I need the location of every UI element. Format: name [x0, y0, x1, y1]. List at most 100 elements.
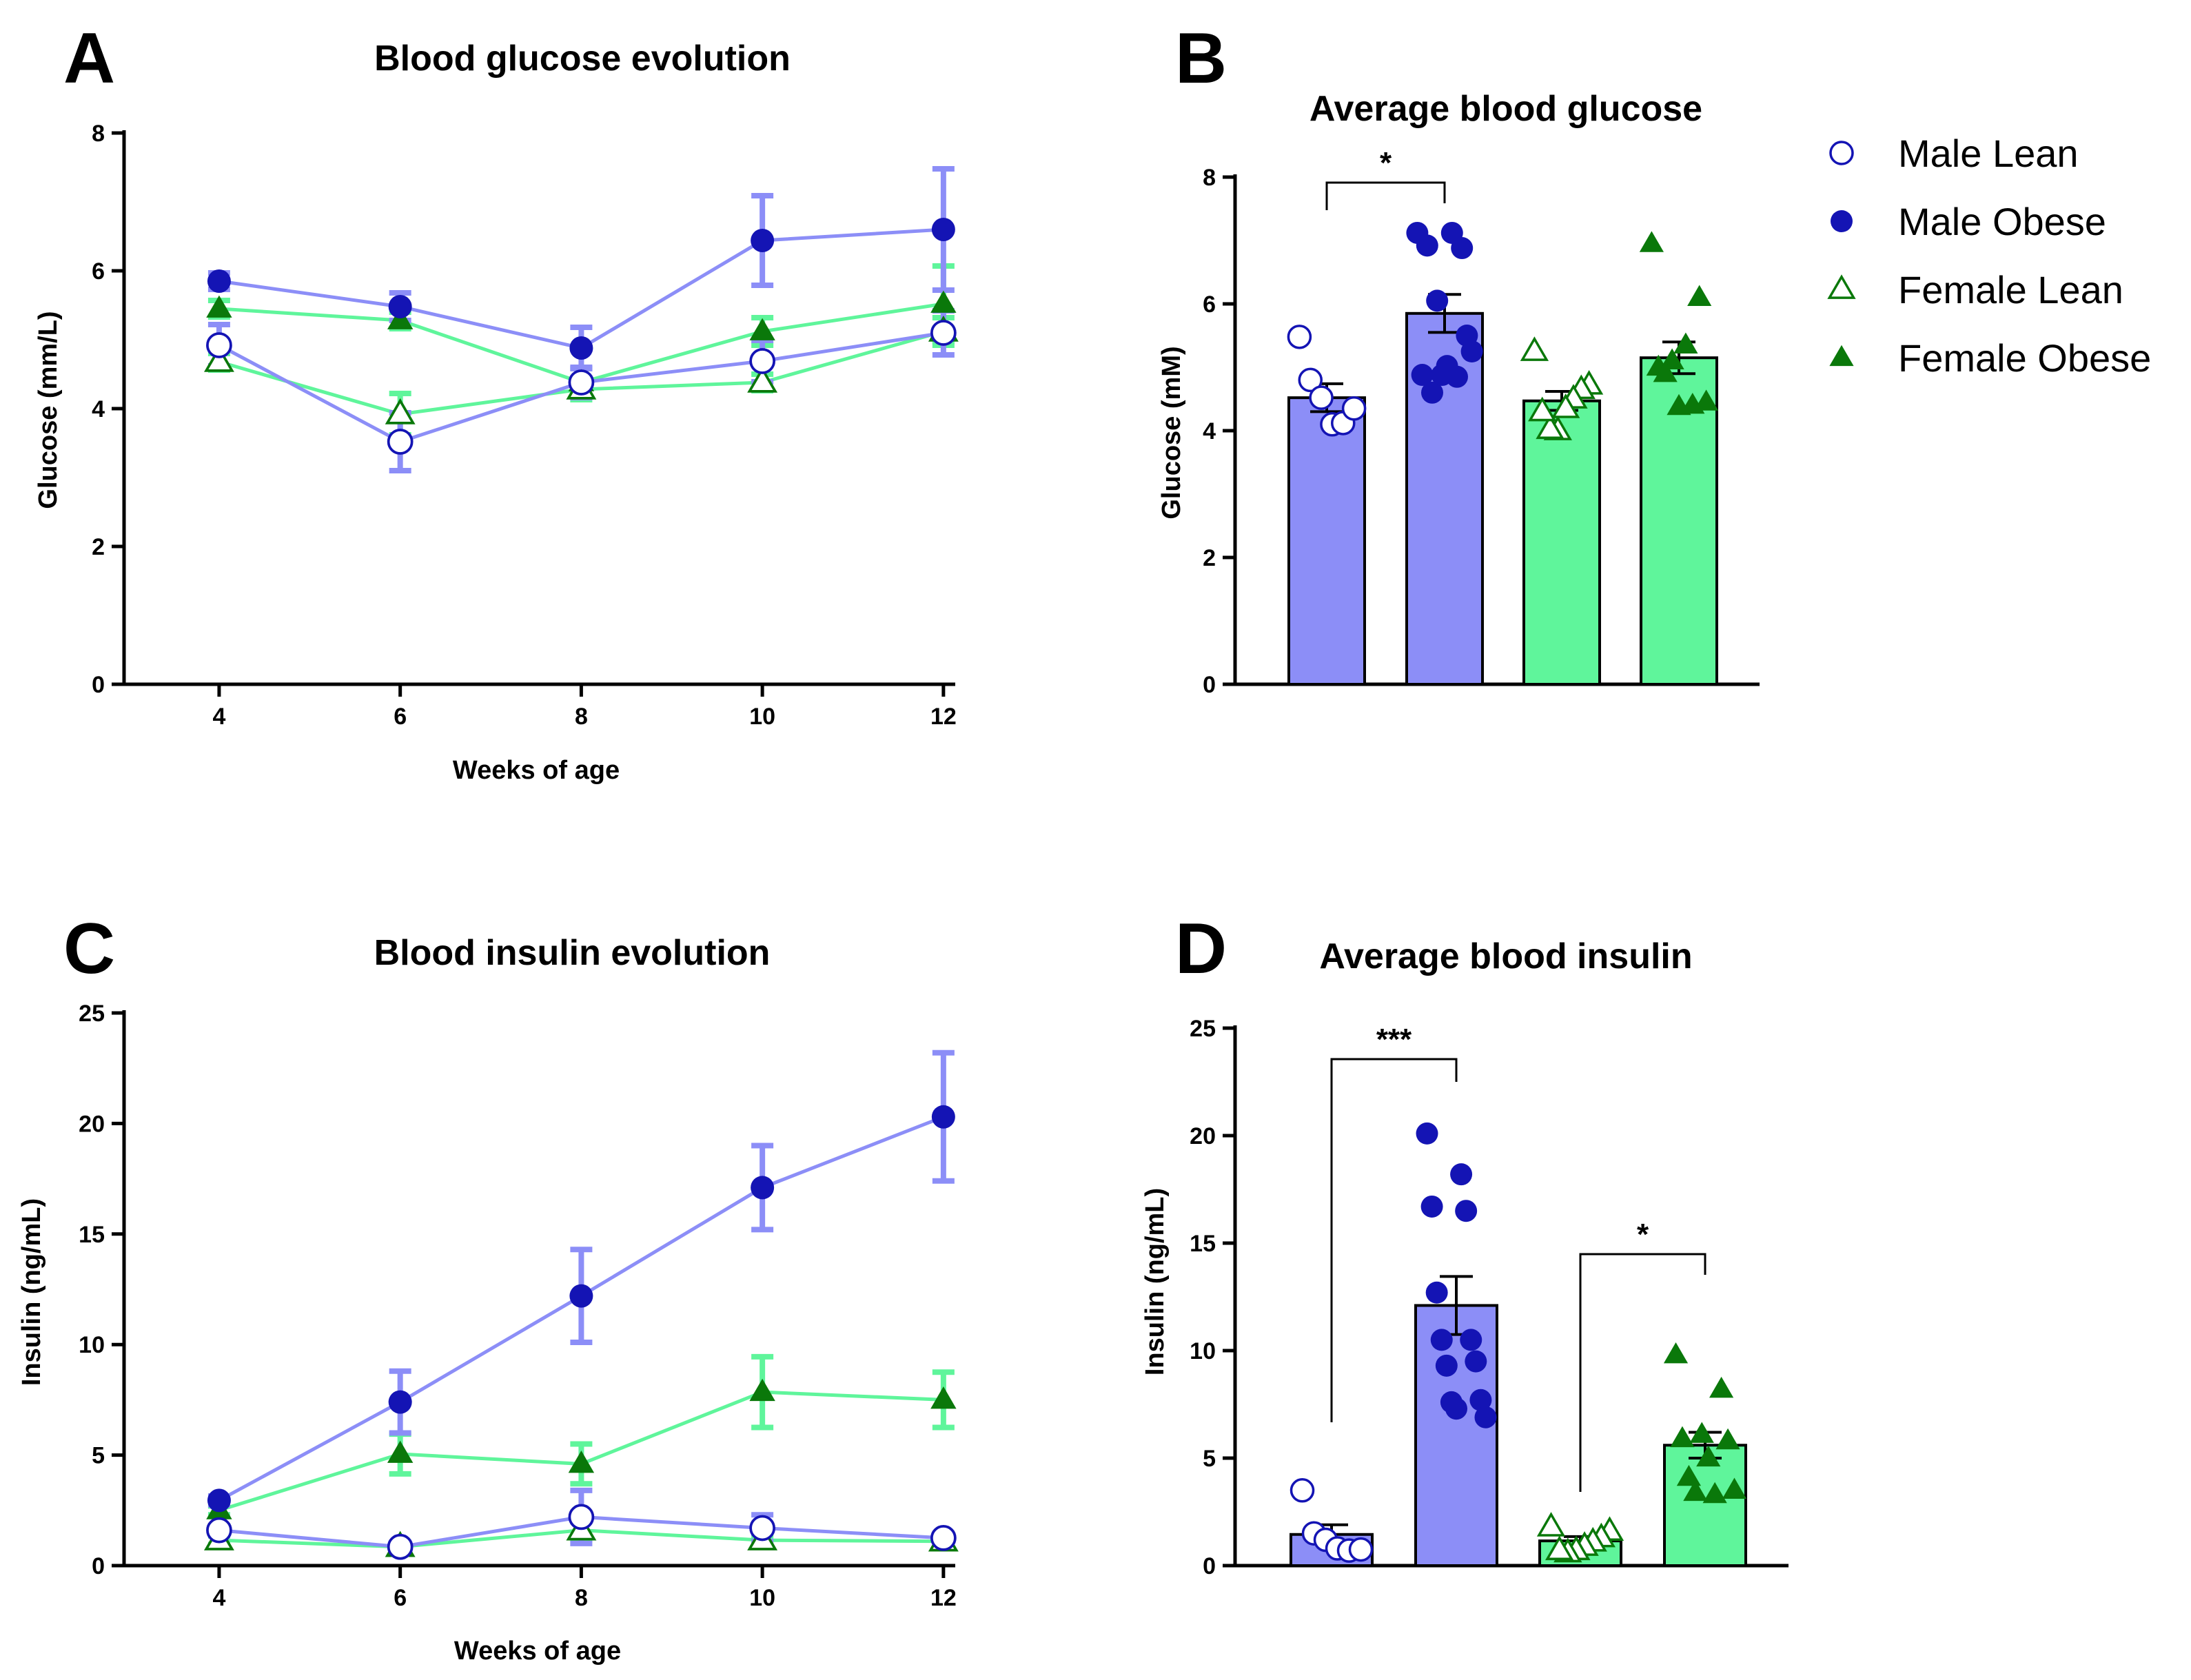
y-tick-label: 0 — [92, 1553, 105, 1579]
data-point — [749, 318, 775, 340]
legend-label: Female Obese — [1898, 336, 2151, 380]
data-point — [1663, 1342, 1689, 1364]
data-point — [207, 1488, 231, 1513]
data-point — [1673, 332, 1698, 354]
y-tick-label: 8 — [1203, 165, 1216, 191]
y-tick-label: 15 — [1190, 1231, 1216, 1257]
y-axis-label-d: Insulin (ng/mL) — [1141, 1188, 1170, 1375]
legend-marker-3 — [1827, 274, 1856, 299]
data-point — [388, 295, 412, 318]
data-point — [1426, 289, 1449, 312]
data-point — [1287, 325, 1312, 349]
data-point — [387, 1440, 414, 1463]
data-point — [1290, 1478, 1315, 1503]
data-point — [1696, 1445, 1721, 1467]
data-point — [751, 229, 775, 252]
chart-title-a: Blood glucose evolution — [374, 39, 791, 79]
legend-label: Male Lean — [1898, 132, 2079, 175]
data-point — [1420, 1195, 1443, 1218]
significance-label: *** — [1376, 1023, 1412, 1056]
data-point — [1653, 360, 1678, 382]
y-tick-label: 6 — [92, 258, 105, 285]
data-point — [1445, 1397, 1467, 1420]
y-tick-label: 25 — [79, 1001, 105, 1027]
x-tick-label: 10 — [749, 704, 775, 730]
data-point — [747, 366, 778, 393]
data-point — [931, 218, 955, 241]
data-point — [749, 1378, 775, 1402]
y-tick-label: 2 — [1203, 545, 1216, 571]
plots-layer: 0 2 4 6 8 4 6 8 10 12 0 2 4 6 8 * 0 5 10 15 20 25 4 6 8 10 12 0 5 10 1… — [79, 121, 1789, 1611]
legend-marker-1 — [1829, 141, 1854, 165]
y-axis-label-c: Insulin (ng/mL) — [17, 1198, 46, 1386]
significance-bracket — [1579, 1253, 1706, 1492]
panel-letter-a: A — [63, 19, 115, 99]
legend-label: Male Obese — [1898, 200, 2106, 243]
x-tick-label: 10 — [749, 1585, 775, 1611]
data-point — [1545, 1535, 1574, 1561]
y-tick-label: 8 — [92, 121, 105, 147]
chart-title-c: Blood insulin evolution — [374, 933, 771, 973]
data-point — [387, 1533, 414, 1560]
data-point — [1702, 1482, 1727, 1504]
data-point — [1431, 364, 1454, 387]
data-point — [930, 1525, 957, 1551]
data-point — [1676, 1464, 1701, 1486]
data-point — [568, 369, 595, 396]
data-point — [1421, 381, 1443, 404]
significance-label: * — [1637, 1218, 1649, 1251]
bar — [1414, 1304, 1498, 1567]
data-point — [1694, 389, 1719, 411]
data-point — [1411, 364, 1434, 387]
data-point — [749, 348, 776, 374]
data-point — [1416, 1122, 1438, 1145]
panel-letter-b: B — [1175, 19, 1227, 99]
x-tick-label: 6 — [394, 704, 407, 730]
data-point — [1536, 414, 1565, 440]
data-point — [751, 1176, 775, 1200]
data-point — [206, 332, 232, 358]
data-point — [1425, 1281, 1448, 1304]
data-point — [1348, 1537, 1374, 1562]
y-tick-label: 2 — [92, 534, 105, 560]
y-tick-label: 25 — [1190, 1016, 1216, 1042]
data-point — [1528, 396, 1557, 422]
data-point — [207, 269, 231, 293]
data-point — [1456, 325, 1478, 347]
y-tick-label: 4 — [92, 396, 105, 422]
data-point — [1465, 1350, 1487, 1373]
data-point — [1683, 1479, 1708, 1502]
y-tick-label: 0 — [92, 672, 105, 698]
data-point — [1474, 1406, 1497, 1428]
data-point — [930, 290, 957, 313]
y-axis-label-a: Glucose (mm/L) — [34, 311, 63, 509]
chart-title-d: Average blood insulin — [1319, 936, 1692, 976]
legend-marker-2 — [1831, 210, 1853, 232]
data-point — [931, 1105, 955, 1129]
significance-bracket — [1325, 181, 1446, 210]
data-point — [1670, 1426, 1695, 1448]
legend-marker-4 — [1829, 345, 1854, 367]
data-point — [387, 429, 414, 455]
x-tick-label: 6 — [394, 1585, 407, 1611]
data-point — [1309, 385, 1334, 410]
data-point — [1639, 231, 1664, 252]
data-point — [568, 1504, 595, 1530]
data-point — [1520, 336, 1549, 361]
data-point — [1298, 367, 1323, 393]
y-tick-label: 10 — [79, 1332, 105, 1358]
data-point — [1722, 1477, 1747, 1499]
legend: Male Lean Male Obese Female Lean Female Obe… — [1827, 132, 2151, 380]
panel-letter-c: C — [63, 909, 115, 989]
data-point — [930, 320, 957, 346]
y-tick-label: 5 — [92, 1443, 105, 1469]
data-point — [569, 1284, 593, 1308]
x-tick-label: 8 — [575, 704, 588, 730]
significance-bracket — [1330, 1058, 1458, 1422]
chart-title-b: Average blood glucose — [1309, 89, 1702, 129]
data-point — [569, 336, 593, 360]
data-point — [1709, 1376, 1734, 1398]
data-point — [1715, 1428, 1740, 1450]
